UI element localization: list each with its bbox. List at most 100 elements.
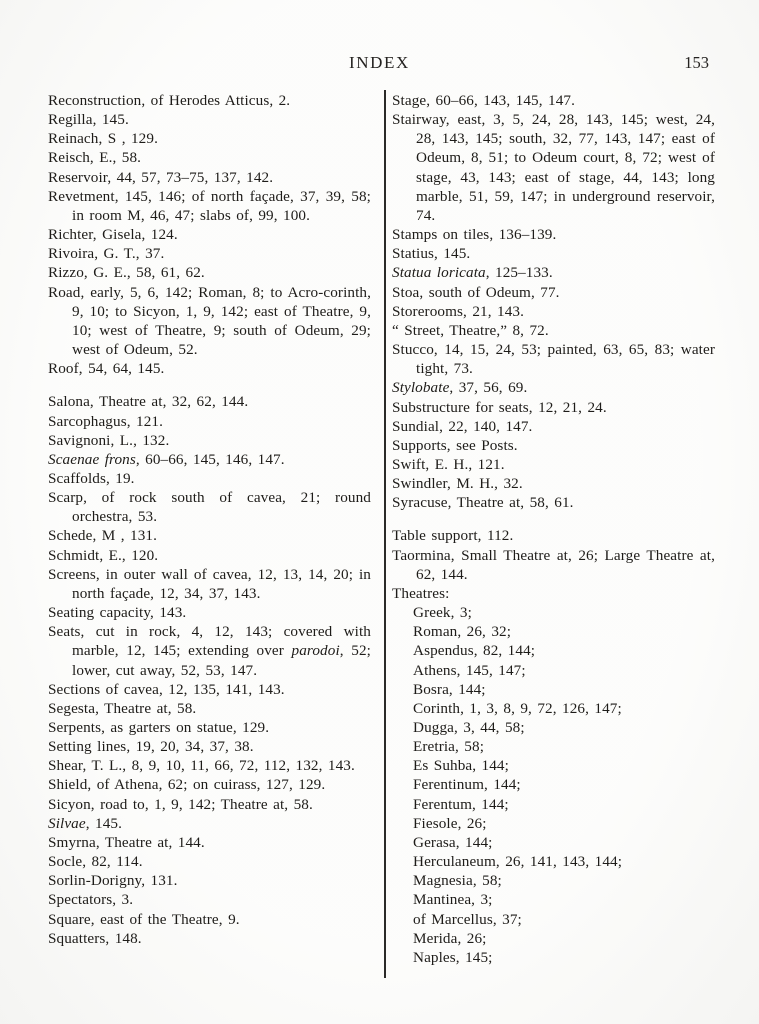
index-entry: Seats, cut in rock, 4, 12, 143; covered …: [48, 622, 371, 679]
index-entry: Segesta, Theatre at, 58.: [48, 699, 371, 718]
index-subentry: Aspendus, 82, 144;: [392, 641, 715, 660]
index-entry: Syracuse, Theatre at, 58, 61.: [392, 493, 715, 512]
entry-text: Smyrna, Theatre at, 144.: [48, 833, 205, 851]
index-entry: Squatters, 148.: [48, 929, 371, 948]
index-entry: Substructure for seats, 12, 21, 24.: [392, 398, 715, 417]
entry-text: Eretria, 58;: [413, 738, 485, 756]
index-entry: Storerooms, 21, 143.: [392, 302, 715, 321]
entry-text: , 52; lower, cut away, 52, 53, 147.: [72, 642, 371, 679]
entry-text: Road, early, 5, 6, 142; Roman, 8; to Acr…: [48, 283, 371, 359]
entry-text: Stairway, east, 3, 5, 24, 28, 143, 145; …: [392, 111, 715, 224]
entry-text: Ferentum, 144;: [413, 795, 509, 813]
index-subentry: Ferentum, 144;: [392, 795, 715, 814]
index-entry: Silvae, 145.: [48, 814, 371, 833]
index-entry: Setting lines, 19, 20, 34, 37, 38.: [48, 737, 371, 756]
entry-text: Scarp, of rock south of cavea, 21; round…: [48, 489, 371, 526]
entry-text: Richter, Gisela, 124.: [48, 226, 178, 244]
entry-text: Supports, see Posts.: [392, 436, 518, 454]
entry-text: Roof, 54, 64, 145.: [48, 360, 165, 378]
entry-text: Sicyon, road to, 1, 9, 142; Theatre at, …: [48, 795, 313, 813]
entry-text: Athens, 145, 147;: [413, 661, 526, 679]
index-entry: Scaffolds, 19.: [48, 469, 371, 488]
entry-text: Mantinea, 3;: [413, 891, 493, 909]
index-entry: Scarp, of rock south of cavea, 21; round…: [48, 488, 371, 526]
index-entry: Regilla, 145.: [48, 110, 371, 129]
index-entry: Sarcophagus, 121.: [48, 412, 371, 431]
index-subentry: Gerasa, 144;: [392, 833, 715, 852]
index-entry: Reservoir, 44, 57, 73–75, 137, 142.: [48, 168, 371, 187]
italic-term: Statua loricata: [392, 264, 486, 282]
index-entry: Reisch, E., 58.: [48, 148, 371, 167]
index-subentry: Athens, 145, 147;: [392, 661, 715, 680]
entry-text: of Marcellus, 37;: [413, 910, 522, 928]
entry-text: , 37, 56, 69.: [449, 379, 528, 397]
entry-text: Segesta, Theatre at, 58.: [48, 699, 197, 717]
italic-term: Silvae: [48, 814, 86, 832]
entry-text: Swift, E. H., 121.: [392, 455, 505, 473]
index-subentry: Bosra, 144;: [392, 680, 715, 699]
index-entry: Salona, Theatre at, 32, 62, 144.: [48, 392, 371, 411]
entry-text: Dugga, 3, 44, 58;: [413, 719, 525, 736]
italic-term: Scaenae frons: [48, 450, 136, 468]
entry-text: Stage, 60–66, 143, 145, 147.: [392, 92, 576, 109]
entry-text: Reinach, S , 129.: [48, 130, 158, 148]
index-entry: Socle, 82, 114.: [48, 852, 371, 871]
entry-text: Herculaneum, 26, 141, 143, 144;: [413, 853, 623, 871]
entry-text: Table support, 112.: [392, 527, 514, 545]
entry-text: Screens, in outer wall of cavea, 12, 13,…: [48, 565, 371, 602]
index-entry: Taormina, Small Theatre at, 26; Large Th…: [392, 546, 715, 584]
index-subentry: of Marcellus, 37;: [392, 910, 715, 929]
entry-text: Rivoira, G. T., 37.: [48, 245, 165, 263]
index-entry: Serpents, as garters on statue, 129.: [48, 718, 371, 737]
entry-text: Taormina, Small Theatre at, 26; Large Th…: [392, 546, 715, 583]
entry-text: Squatters, 148.: [48, 929, 142, 947]
entry-text: , 125–133.: [485, 264, 553, 282]
entry-text: Reisch, E., 58.: [48, 149, 142, 167]
index-entry: Stylobate, 37, 56, 69.: [392, 378, 715, 397]
index-subentry: Ferentinum, 144;: [392, 775, 715, 794]
entry-text: Shield, of Athena, 62; on cuirass, 127, …: [48, 776, 326, 794]
entry-text: Magnesia, 58;: [413, 872, 502, 890]
entry-text: Stamps on tiles, 136–139.: [392, 226, 557, 244]
entry-text: Corinth, 1, 3, 8, 9, 72, 126, 147;: [413, 699, 622, 717]
entry-text: Setting lines, 19, 20, 34, 37, 38.: [48, 738, 254, 756]
index-entry: Richter, Gisela, 124.: [48, 225, 371, 244]
page-title: INDEX: [349, 53, 410, 72]
entry-text: Aspendus, 82, 144;: [413, 642, 536, 660]
entry-text: Schmidt, E., 120.: [48, 546, 159, 564]
entry-text: Gerasa, 144;: [413, 833, 493, 851]
index-entry: Table support, 112.: [392, 526, 715, 545]
entry-text: Spectators, 3.: [48, 891, 134, 909]
index-entry: Smyrna, Theatre at, 144.: [48, 833, 371, 852]
entry-text: Shear, T. L., 8, 9, 10, 11, 66, 72, 112,…: [48, 757, 355, 775]
entry-text: Greek, 3;: [413, 604, 472, 622]
index-entry: Square, east of the Theatre, 9.: [48, 910, 371, 929]
index-entry: “ Street, Theatre,” 8, 72.: [392, 321, 715, 340]
index-entry: Reconstruction, of Herodes Atticus, 2.: [48, 91, 371, 110]
italic-term: parodoi: [291, 642, 340, 660]
index-column-left: Reconstruction, of Herodes Atticus, 2. Re…: [48, 91, 371, 948]
entry-text: Savignoni, L., 132.: [48, 431, 170, 449]
index-entry: Swindler, M. H., 32.: [392, 474, 715, 493]
entry-text: Schede, M , 131.: [48, 527, 158, 545]
entry-text: Socle, 82, 114.: [48, 853, 143, 871]
index-subentry: Es Suhba, 144;: [392, 756, 715, 775]
entry-gap: [48, 378, 371, 392]
entry-text: Bosra, 144;: [413, 680, 486, 698]
entry-text: Naples, 145;: [413, 948, 493, 966]
entry-text: Revetment, 145, 146; of north façade, 37…: [48, 187, 371, 224]
index-subentry: Merida, 26;: [392, 929, 715, 948]
index-subentry: Magnesia, 58;: [392, 871, 715, 890]
entry-text: Salona, Theatre at, 32, 62, 144.: [48, 393, 249, 411]
index-subentry: Dugga, 3, 44, 58;: [392, 718, 715, 737]
entry-text: “ Street, Theatre,” 8, 72.: [392, 321, 549, 339]
entry-text: Stucco, 14, 15, 24, 53; painted, 63, 65,…: [392, 341, 715, 378]
running-head: INDEX 153: [0, 53, 759, 75]
entry-text: Syracuse, Theatre at, 58, 61.: [392, 494, 574, 512]
index-subentry: Corinth, 1, 3, 8, 9, 72, 126, 147;: [392, 699, 715, 718]
index-entry: Scaenae frons, 60–66, 145, 146, 147.: [48, 450, 371, 469]
entry-gap: [392, 512, 715, 526]
entry-text: Merida, 26;: [413, 929, 487, 947]
entry-text: Substructure for seats, 12, 21, 24.: [392, 398, 607, 416]
